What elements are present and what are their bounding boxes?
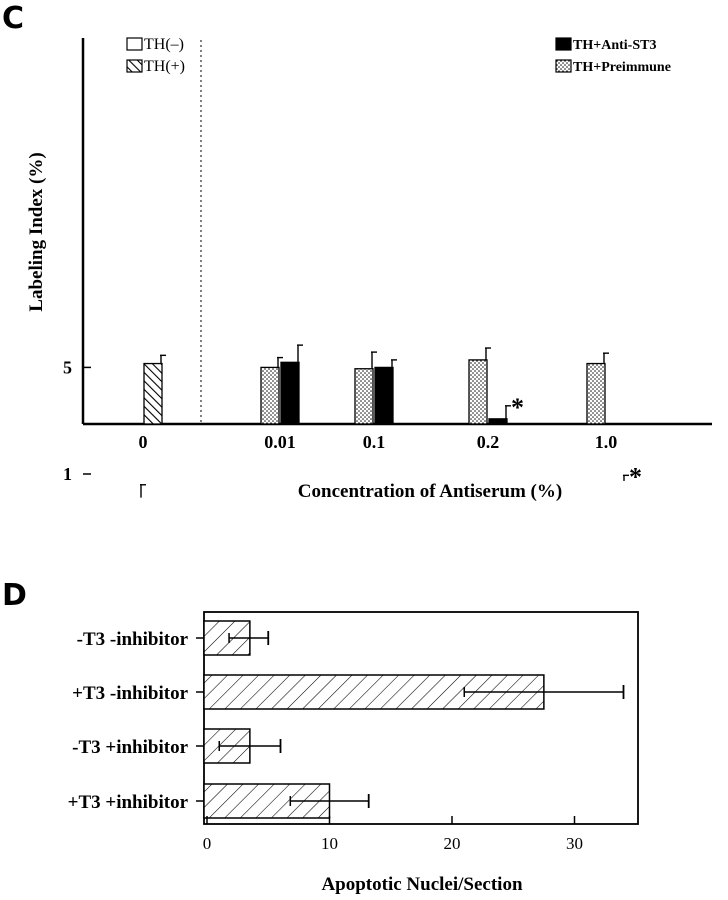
c-legend-label: TH(–)	[144, 36, 184, 53]
c-bar	[374, 366, 394, 425]
d-plot-frame	[203, 611, 639, 825]
c-legend-swatch	[555, 37, 572, 51]
c-bar	[488, 418, 508, 425]
c-bar	[354, 368, 374, 425]
c-x-tick-label: 0.1	[363, 432, 386, 452]
c-bar	[260, 366, 280, 425]
c-x-tick-label: 0	[139, 432, 148, 452]
c-legend-swatch	[126, 59, 143, 73]
c-significance-mark: *	[629, 462, 642, 491]
d-category-label: -T3 -inhibitor	[77, 629, 189, 650]
c-y-tick-label: 5	[63, 357, 72, 377]
d-x-tick-label: 10	[321, 834, 338, 853]
c-significance-mark: *	[511, 393, 524, 422]
c-legend-label: TH(+)	[144, 58, 185, 75]
panel-label-d: D	[2, 578, 27, 613]
panel-d-chart: 0 10 20 30 -T3 -inhibitor +T3 -inhibitor -T3 …	[68, 611, 639, 895]
c-y-tick-label: 1	[63, 464, 72, 484]
c-x-axis-label: Concentration of Antiserum (%)	[298, 481, 562, 502]
c-x-tick-label: 0.2	[477, 432, 500, 452]
c-bar	[586, 362, 606, 425]
c-bar	[280, 361, 300, 425]
c-bar	[143, 362, 163, 425]
c-x-tick-label: 0.01	[264, 432, 296, 452]
panel-c-chart: 1 5 * * 0 0.01 0.1 0.2 1.0 TH(–) TH(+) TH+Anti-S…	[26, 36, 712, 502]
c-legend-swatch	[126, 37, 143, 51]
d-category-label: +T3 +inhibitor	[68, 792, 189, 813]
d-x-axis-label: Apoptotic Nuclei/Section	[321, 874, 523, 895]
d-category-label: -T3 +inhibitor	[72, 737, 188, 758]
c-x-tick-label: 1.0	[595, 432, 618, 452]
c-bar	[468, 359, 488, 425]
d-x-tick-label: 0	[203, 834, 212, 853]
d-category-label: +T3 -inhibitor	[72, 683, 188, 704]
c-legend-label: TH+Preimmune	[573, 60, 671, 75]
c-legend-swatch	[555, 59, 572, 73]
panel-label-c: C	[2, 1, 24, 36]
c-legend-label: TH+Anti-ST3	[573, 38, 656, 53]
c-y-axis-label: Labeling Index (%)	[26, 152, 47, 311]
d-x-tick-label: 20	[444, 834, 461, 853]
d-x-tick-label: 30	[566, 834, 583, 853]
